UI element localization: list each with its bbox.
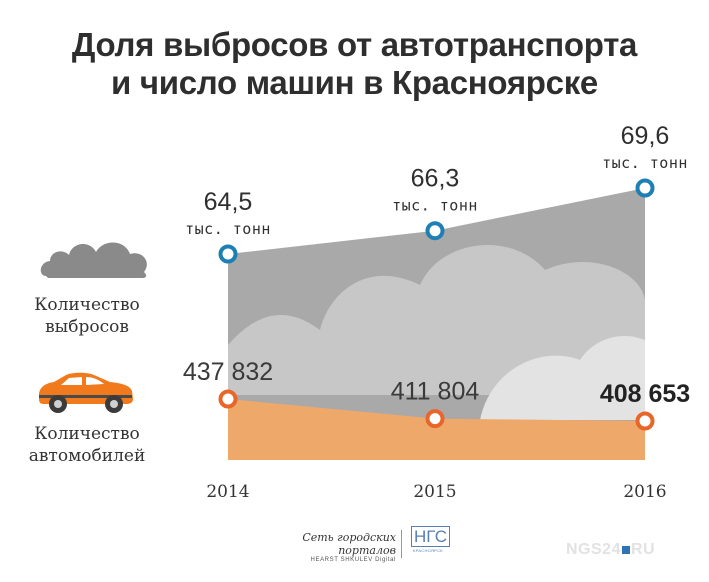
emissions-markers: [218, 178, 655, 264]
emissions-value-label: 66,3: [411, 165, 460, 193]
x-tick-label: 2014: [206, 482, 249, 502]
portal-line-2: HEARST SHKULEV Digital: [310, 557, 396, 563]
emissions-clouds: [228, 244, 645, 420]
ngs-logo-city: КРАСНОЯРСК: [413, 548, 443, 553]
emissions-point: [218, 244, 238, 264]
chart-title-line-2: и число машин в Красноярске: [111, 64, 598, 101]
watermark: NGS24 RU: [566, 541, 655, 559]
cars-point: [218, 389, 238, 409]
legend-cars-line-2: автомобилей: [28, 446, 146, 466]
watermark-right: RU: [630, 541, 656, 558]
ngs-logo: НГС КРАСНОЯРСК: [411, 526, 450, 553]
cars-area: [228, 399, 645, 460]
legend-emissions-line-2: выбросов: [45, 317, 129, 337]
portal-line-1: Сеть городских порталов: [302, 531, 396, 557]
legend-cars-line-1: Количество: [34, 424, 140, 444]
emissions-point: [425, 221, 445, 241]
emissions-value-labels: 64,5 тыс. тонн 66,3 тыс. тонн 69,6 тыс. тонн: [185, 122, 688, 238]
chart-title-line-1: Доля выбросов от автотранспорта: [71, 26, 638, 63]
watermark-left: NGS24: [566, 541, 621, 558]
x-tick-label: 2016: [623, 482, 666, 502]
watermark-square-icon: [621, 546, 630, 554]
x-axis-ticks: 2014 2015 2016: [206, 482, 666, 502]
legend-cars-label: Количество автомобилей: [22, 423, 152, 467]
emissions-unit-label: тыс. тонн: [185, 220, 271, 238]
cloud-shape: [480, 336, 645, 420]
cars-value-label: 437 832: [183, 358, 273, 386]
cars-point: [635, 411, 655, 431]
portal-network-logo: Сеть городских порталов HEARST SHKULEV D…: [262, 531, 396, 563]
emissions-point: [635, 178, 655, 198]
cars-value-labels: 437 832 411 804 408 653: [183, 358, 690, 408]
emissions-unit-label: тыс. тонн: [602, 154, 688, 172]
x-tick-label: 2015: [413, 482, 456, 502]
emissions-value-label: 69,6: [621, 122, 670, 150]
emissions-area-group: [228, 188, 645, 460]
car-icon: [39, 372, 133, 413]
legend-emissions-label: Количество выбросов: [22, 294, 152, 338]
ngs-logo-text: НГС: [411, 526, 450, 547]
emissions-value-label: 64,5: [204, 188, 253, 216]
cars-value-label: 408 653: [600, 380, 690, 408]
chart-title: Доля выбросов от автотранспорта и число …: [0, 26, 709, 102]
cars-markers: [218, 389, 655, 431]
footer-divider: [401, 530, 402, 558]
legend-emissions-line-1: Количество: [34, 295, 140, 315]
cloud-icon: [40, 242, 147, 278]
cars-point: [425, 409, 445, 429]
cars-value-label: 411 804: [391, 378, 480, 406]
emissions-unit-label: тыс. тонн: [392, 197, 478, 215]
